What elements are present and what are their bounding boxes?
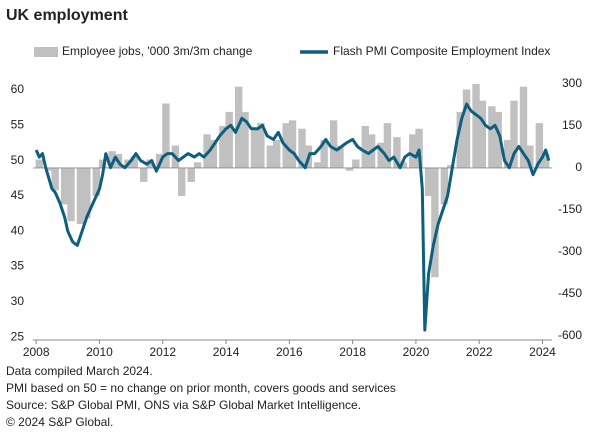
bar bbox=[35, 159, 44, 168]
bar bbox=[140, 167, 148, 182]
bar bbox=[535, 123, 544, 168]
bar bbox=[67, 167, 75, 222]
bar bbox=[519, 86, 528, 168]
x-tick-label: 2022 bbox=[466, 345, 493, 359]
y2-tick-label: -600 bbox=[558, 328, 582, 342]
bar bbox=[92, 167, 100, 196]
bar bbox=[272, 139, 281, 168]
bar bbox=[60, 167, 69, 205]
x-tick-label: 2018 bbox=[339, 345, 366, 359]
bar bbox=[393, 137, 401, 168]
bar bbox=[336, 145, 344, 168]
bar bbox=[399, 162, 407, 168]
footnote: Data compiled March 2024. bbox=[6, 364, 153, 378]
x-tick-label: 2008 bbox=[23, 345, 50, 359]
bar bbox=[503, 139, 512, 168]
bar bbox=[51, 167, 59, 191]
legend-label: Flash PMI Composite Employment Index bbox=[333, 44, 550, 58]
bar bbox=[146, 159, 154, 168]
bar bbox=[361, 125, 369, 168]
bar bbox=[162, 103, 170, 168]
bar bbox=[314, 162, 322, 168]
footnote: © 2024 S&P Global. bbox=[6, 415, 113, 429]
bar bbox=[298, 128, 306, 168]
bar bbox=[130, 156, 138, 168]
bar bbox=[494, 111, 502, 168]
x-tick-label: 2020 bbox=[403, 345, 430, 359]
bar bbox=[203, 134, 211, 168]
y2-tick-label: 150 bbox=[562, 118, 582, 132]
y2-tick-label: -150 bbox=[558, 202, 582, 216]
x-tick-label: 2010 bbox=[86, 345, 113, 359]
y-tick-label: 45 bbox=[11, 188, 25, 202]
bar bbox=[383, 123, 392, 168]
bar bbox=[98, 159, 107, 168]
bar bbox=[178, 167, 186, 196]
bar bbox=[83, 167, 91, 219]
x-tick-label: 2024 bbox=[529, 345, 556, 359]
chart-title: UK employment bbox=[6, 7, 128, 24]
bar bbox=[352, 159, 360, 168]
bar bbox=[447, 165, 455, 168]
bar bbox=[219, 125, 227, 168]
bar bbox=[345, 167, 354, 171]
bar bbox=[250, 128, 259, 168]
bar bbox=[541, 153, 550, 168]
bar bbox=[320, 139, 328, 168]
bar bbox=[409, 134, 417, 168]
bar bbox=[440, 167, 449, 205]
bar bbox=[472, 83, 480, 168]
bar bbox=[266, 145, 275, 168]
bar bbox=[488, 106, 496, 168]
bar bbox=[76, 167, 85, 224]
y-tick-label: 35 bbox=[11, 259, 25, 273]
x-tick-label: 2016 bbox=[276, 345, 303, 359]
bar bbox=[510, 100, 518, 168]
bar bbox=[415, 128, 423, 168]
bar bbox=[187, 167, 195, 182]
footnote: PMI based on 50 = no change on prior mon… bbox=[6, 381, 396, 395]
bar bbox=[377, 142, 385, 168]
bar bbox=[288, 120, 297, 168]
bar bbox=[424, 167, 433, 196]
bar bbox=[225, 111, 233, 168]
x-tick-label: 2014 bbox=[213, 345, 240, 359]
footnote: Source: S&P Global PMI, ONS via S&P Glob… bbox=[6, 398, 361, 412]
line bbox=[34, 102, 551, 332]
bar bbox=[456, 111, 464, 168]
y-tick-label: 30 bbox=[11, 294, 25, 308]
bar bbox=[462, 89, 471, 168]
y-tick-label: 55 bbox=[11, 117, 25, 131]
bar bbox=[257, 123, 265, 168]
y2-tick-label: 0 bbox=[575, 160, 582, 174]
y2-tick-label: -300 bbox=[558, 244, 582, 258]
y-tick-label: 50 bbox=[11, 153, 25, 167]
bar bbox=[45, 167, 53, 171]
bar bbox=[329, 120, 338, 168]
y2-tick-label: -450 bbox=[558, 286, 582, 300]
x-tick-label: 2012 bbox=[149, 345, 176, 359]
y-tick-label: 60 bbox=[11, 82, 25, 96]
bar bbox=[108, 151, 116, 168]
legend-label: Employee jobs, '000 3m/3m change bbox=[62, 44, 253, 58]
y2-tick-label: 300 bbox=[562, 76, 582, 90]
bar bbox=[478, 100, 487, 168]
legend-swatch bbox=[34, 47, 58, 57]
bar bbox=[431, 167, 439, 278]
bar bbox=[241, 111, 249, 168]
bar bbox=[526, 145, 534, 168]
y-tick-label: 25 bbox=[11, 329, 25, 343]
bar bbox=[209, 139, 218, 168]
bar bbox=[193, 162, 202, 168]
y-tick-label: 40 bbox=[11, 223, 25, 237]
